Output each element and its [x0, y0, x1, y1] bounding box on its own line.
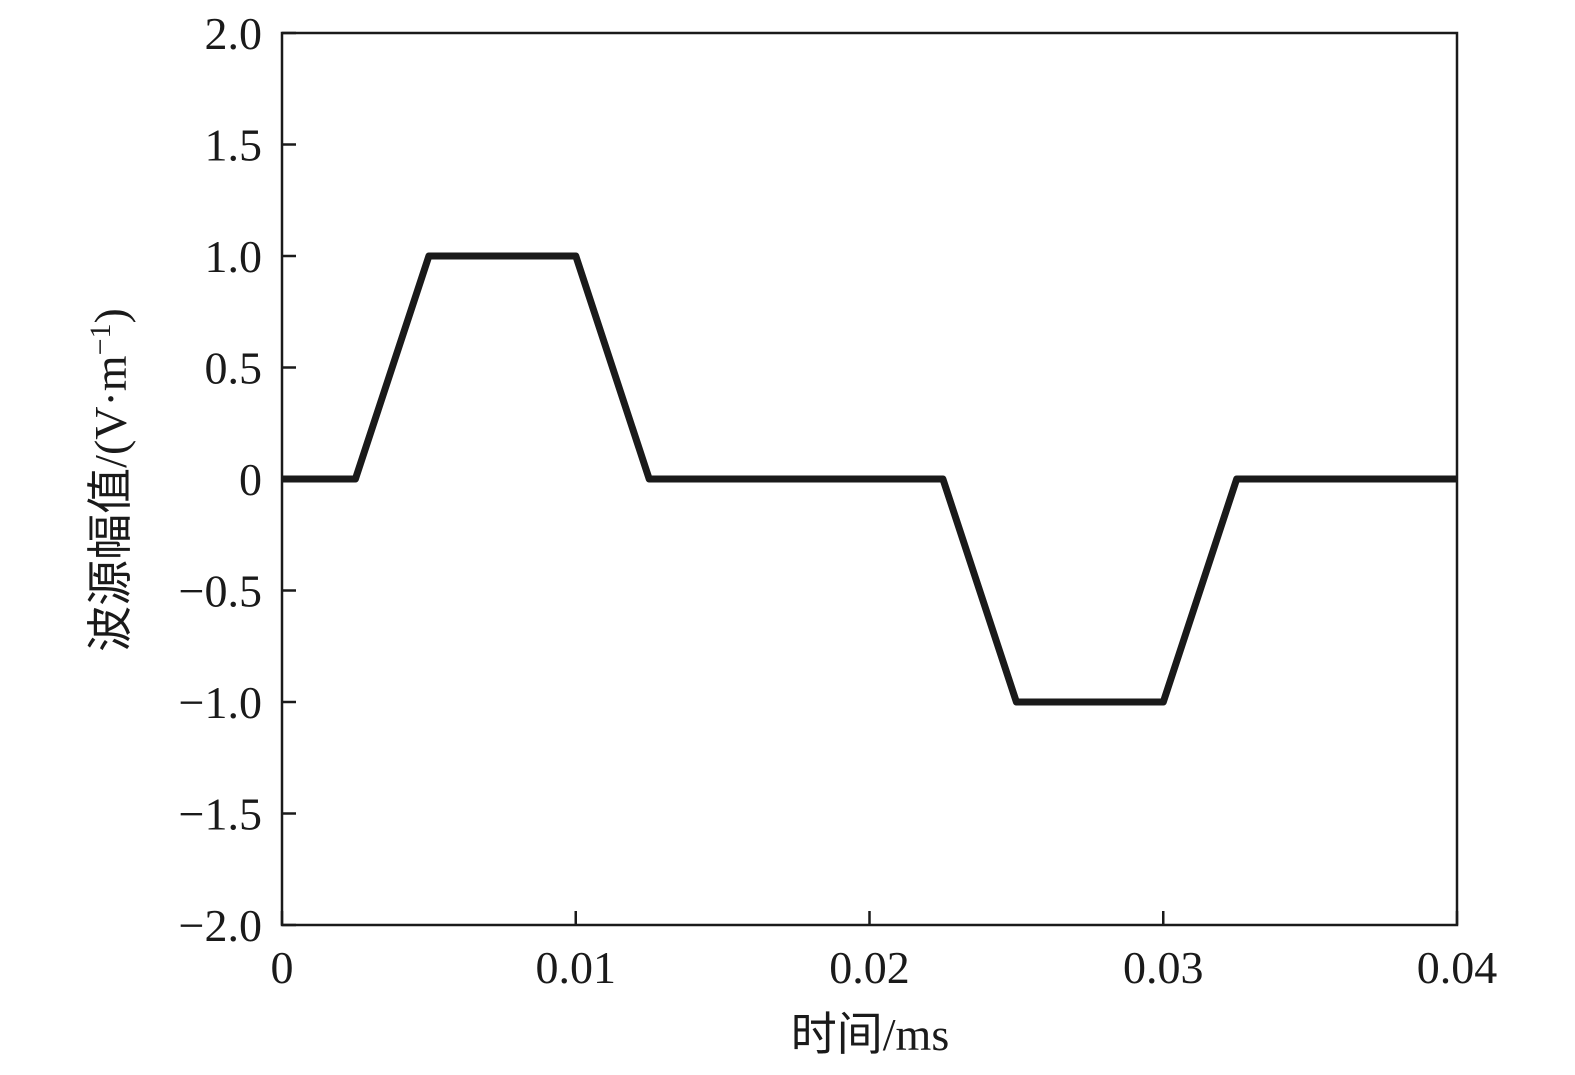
- y-tick-label: 0: [239, 454, 262, 505]
- y-axis-ticks: 2.0 1.5 1.0 0.5 0 −0.5 −1.0 −1.5 −2.0: [179, 8, 296, 951]
- y-tick-label: 1.5: [205, 120, 263, 171]
- y-tick-label: −1.5: [179, 789, 262, 840]
- y-tick-label: −1.0: [179, 677, 262, 728]
- x-axis-title: 时间/ms: [791, 1009, 949, 1060]
- y-tick-label: −0.5: [179, 566, 262, 617]
- x-tick-label: 0.01: [536, 942, 617, 993]
- x-tick-label: 0.04: [1417, 942, 1498, 993]
- y-axis-title: 波源幅值/(V·m−1): [84, 308, 136, 652]
- y-axis-title-superscript: −1: [84, 323, 117, 355]
- y-tick-label: 2.0: [205, 8, 263, 59]
- y-tick-label: 0.5: [205, 343, 263, 394]
- y-tick-label: 1.0: [205, 231, 263, 282]
- x-tick-label: 0: [271, 942, 294, 993]
- x-axis-ticks: 0 0.01 0.02 0.03 0.04: [271, 911, 1498, 993]
- series-line-1: [282, 252, 1457, 706]
- y-axis-title-main: 波源幅值/(V·m: [85, 355, 136, 652]
- y-axis-title-close: ): [85, 308, 136, 323]
- x-tick-label: 0.02: [829, 942, 910, 993]
- y-tick-label: −2.0: [179, 900, 262, 951]
- series-layer: [282, 252, 1457, 706]
- x-tick-label: 0.03: [1123, 942, 1204, 993]
